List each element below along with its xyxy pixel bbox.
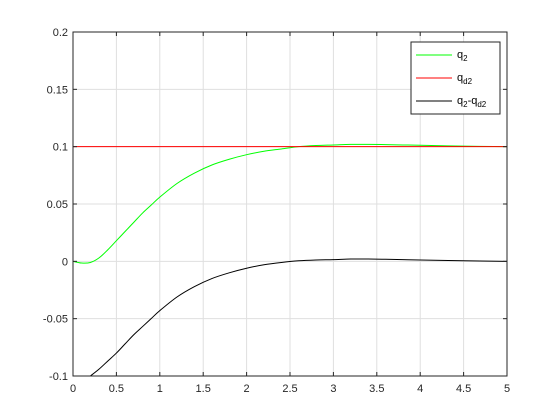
y-tick-label: 0.05 (47, 199, 68, 211)
x-tick-label: 0 (70, 383, 76, 395)
x-tick-label: 2 (244, 383, 250, 395)
legend-label-part: q (457, 95, 463, 107)
legend-label-1: qd2 (457, 72, 473, 86)
y-tick-label: -0.1 (49, 371, 68, 383)
y-tick-label: 0.2 (53, 27, 68, 39)
legend-label-part: 2 (463, 54, 468, 63)
x-tick-label: 5 (504, 383, 510, 395)
legend-label-part: q (457, 49, 463, 61)
x-tick-label: 4.5 (456, 383, 471, 395)
legend-label-part: d2 (463, 77, 472, 86)
legend-label-part: d2 (477, 100, 486, 109)
legend-label-2: q2-qd2 (457, 95, 487, 109)
y-tick-label: 0.1 (53, 142, 68, 154)
x-tick-label: 3 (330, 383, 336, 395)
x-tick-label: 3.5 (369, 383, 384, 395)
y-tick-label: 0.15 (47, 84, 68, 96)
y-tick-label: -0.05 (43, 314, 68, 326)
x-tick-label: 1 (157, 383, 163, 395)
x-tick-label: 2.5 (282, 383, 297, 395)
y-tick-label: 0 (62, 256, 68, 268)
series-line-0 (72, 143, 508, 264)
legend-label-part: q (457, 72, 463, 84)
x-tick-label: 0.5 (109, 383, 124, 395)
legend-label-part: -q (468, 95, 478, 107)
series-line-2 (90, 258, 508, 377)
legend-label-part: 2 (463, 100, 468, 109)
ticks: 0 0.5 1 1.5 2 2.5 3 3.5 4 4.5 5 -0.1 -0.05 0 0.05 0.1 0.… (43, 27, 510, 395)
x-tick-label: 1.5 (196, 383, 211, 395)
legend-label-0: q2 (457, 49, 468, 63)
x-tick-label: 4 (417, 383, 423, 395)
series-layer (72, 143, 508, 377)
